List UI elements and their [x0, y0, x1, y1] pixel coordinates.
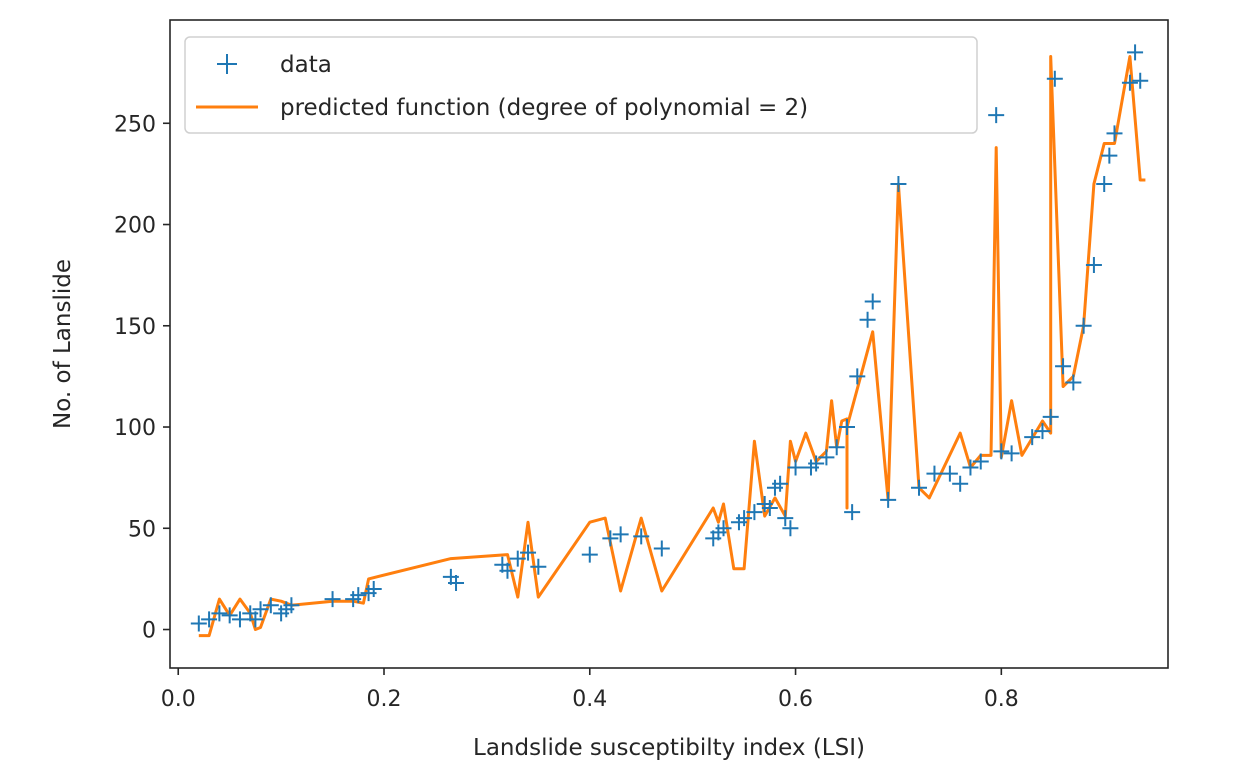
data-point	[633, 528, 650, 545]
legend-label-predicted: predicted function (degree of polynomial…	[280, 95, 808, 121]
data-point	[520, 544, 537, 561]
data-point	[761, 500, 778, 517]
data-point	[787, 459, 804, 476]
data-point	[859, 311, 876, 328]
data-point	[1024, 429, 1041, 446]
data-point	[509, 550, 526, 567]
data-point	[499, 562, 516, 579]
data-point	[844, 504, 861, 521]
data-point	[988, 107, 1005, 124]
data-point	[653, 540, 670, 557]
data-point	[247, 611, 264, 628]
axes-frame	[169, 19, 1169, 669]
data-point	[962, 459, 979, 476]
y-tick-label: 50	[128, 517, 156, 542]
data-point	[201, 611, 218, 628]
data-point	[777, 510, 794, 527]
y-tick-label: 250	[114, 112, 156, 137]
data-point	[880, 491, 897, 508]
data-point	[926, 465, 943, 482]
data-point	[190, 615, 207, 632]
data-point	[772, 475, 789, 492]
predicted-line	[198, 55, 1146, 638]
x-axis: 0.0 0.2 0.4 0.6 0.8	[161, 668, 1019, 712]
data-point	[1127, 44, 1144, 61]
legend-plus-icon	[217, 54, 237, 74]
legend-label-data: data	[280, 52, 332, 78]
x-tick-label: 0.8	[984, 687, 1019, 712]
x-tick-label: 0.4	[572, 687, 607, 712]
data-point	[1055, 358, 1072, 375]
data-point	[1034, 423, 1051, 440]
data-point	[736, 510, 753, 527]
y-tick-label: 100	[114, 416, 156, 441]
data-point	[581, 546, 598, 563]
data-point	[262, 597, 279, 614]
data-point	[1075, 317, 1092, 334]
legend-box	[184, 36, 978, 134]
data-point	[350, 587, 367, 604]
data-point	[746, 504, 763, 521]
data-point	[782, 520, 799, 537]
data-point	[1046, 70, 1063, 87]
y-axis-label: No. of Lanslide	[50, 259, 76, 429]
data-point	[818, 449, 835, 466]
data-point	[941, 465, 958, 482]
data-point	[324, 591, 341, 608]
data-point	[911, 479, 928, 496]
x-tick-label: 0.2	[367, 687, 402, 712]
data-point	[283, 597, 300, 614]
y-tick-label: 200	[114, 214, 156, 239]
data-layer	[190, 44, 1149, 638]
y-tick-label: 150	[114, 315, 156, 340]
data-point	[1042, 408, 1059, 425]
data-point	[864, 293, 881, 310]
data-point	[365, 581, 382, 598]
data-point	[1096, 176, 1113, 193]
data-point	[808, 455, 825, 472]
data-point	[221, 607, 238, 624]
data-point	[211, 605, 228, 622]
data-point	[1065, 374, 1082, 391]
data-point	[1106, 125, 1123, 142]
data-point	[1101, 147, 1118, 164]
y-tick-label: 0	[142, 619, 156, 644]
legend: data predicted function (degree of polyn…	[184, 36, 978, 134]
data-point	[612, 526, 629, 543]
data-point	[828, 439, 845, 456]
data-point	[1085, 257, 1102, 274]
data-point	[1121, 74, 1138, 91]
data-point	[952, 475, 969, 492]
legend-marker-data	[217, 54, 237, 74]
data-point	[231, 611, 248, 628]
data-point	[972, 453, 989, 470]
data-point	[602, 530, 619, 547]
data-point	[715, 520, 732, 537]
data-point	[890, 176, 907, 193]
data-point	[838, 419, 855, 436]
data-point	[993, 443, 1010, 460]
data-point	[1003, 445, 1020, 462]
data-point	[448, 574, 465, 591]
data-point	[252, 601, 269, 618]
y-axis: 0 50 100 150 200 250	[114, 112, 170, 644]
x-tick-label: 0.6	[778, 687, 813, 712]
data-point	[530, 558, 547, 575]
x-tick-label: 0.0	[161, 687, 196, 712]
x-axis-label: Landslide susceptibilty index (LSI)	[473, 735, 865, 761]
data-point	[849, 368, 866, 385]
data-point	[1132, 72, 1149, 89]
